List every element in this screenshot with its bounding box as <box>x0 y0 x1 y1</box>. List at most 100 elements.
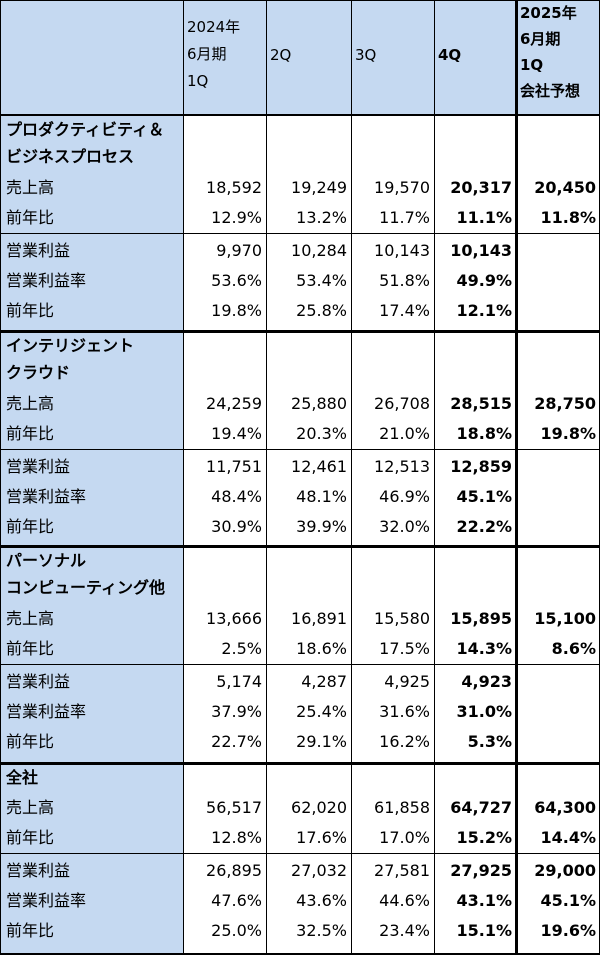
operating-income-row-value-2-0: 5,174 <box>216 672 262 691</box>
revenue-row-value-0-4: 20,450 <box>534 178 596 197</box>
operating-yoy-row-label-0: 前年比 <box>6 301 55 320</box>
operating-income-row-label-3: 営業利益 <box>6 861 71 880</box>
operating-margin-row-label-3: 営業利益率 <box>6 891 87 910</box>
operating-margin-row-value-3-4: 45.1% <box>540 891 596 910</box>
segment-title-3-0: 全社 <box>6 768 39 787</box>
label-column-background <box>0 0 183 955</box>
operating-income-row-label-2: 営業利益 <box>6 672 71 691</box>
operating-income-row-value-0-2: 10,143 <box>374 241 430 260</box>
header-2025-1q-forecast-line-0: 2025年 <box>520 4 577 22</box>
operating-margin-row-value-2-2: 31.6% <box>379 702 430 721</box>
operating-margin-row-value-0-1: 53.4% <box>296 271 347 290</box>
revenue-row-label-3: 売上高 <box>6 798 55 817</box>
operating-margin-row-label-2: 営業利益率 <box>6 702 87 721</box>
revenue-row-value-3-3: 64,727 <box>450 798 512 817</box>
operating-yoy-row-value-0-1: 25.8% <box>296 301 347 320</box>
operating-margin-row-value-1-2: 46.9% <box>379 487 430 506</box>
revenue-row-value-3-1: 62,020 <box>291 798 347 817</box>
operating-margin-row-value-2-3: 31.0% <box>456 702 512 721</box>
row-border-2 <box>0 330 600 333</box>
operating-margin-row-value-3-0: 47.6% <box>211 891 262 910</box>
operating-yoy-row-value-0-0: 19.8% <box>211 301 262 320</box>
revenue-yoy-row-value-1-3: 18.8% <box>456 424 512 443</box>
revenue-yoy-row-value-0-1: 13.2% <box>296 208 347 227</box>
row-border-3 <box>0 545 600 548</box>
operating-income-row-value-2-1: 4,287 <box>301 672 347 691</box>
revenue-yoy-row-label-1: 前年比 <box>6 424 55 443</box>
operating-yoy-row-value-2-2: 16.2% <box>379 732 430 751</box>
header-2025-1q-forecast: 2025年 6月期 1Q 会社予想 <box>520 0 580 104</box>
operating-yoy-row-value-1-2: 32.0% <box>379 517 430 536</box>
operating-yoy-row-value-1-3: 22.2% <box>456 517 512 536</box>
segment-inner-divider-0 <box>0 233 600 234</box>
operating-income-row-value-3-4: 29,000 <box>534 861 596 880</box>
revenue-row-value-1-4: 28,750 <box>534 394 596 413</box>
operating-yoy-row-value-3-2: 23.4% <box>379 921 430 940</box>
revenue-row-value-3-0: 56,517 <box>206 798 262 817</box>
revenue-yoy-row-value-3-1: 17.6% <box>296 828 347 847</box>
operating-margin-row-value-2-1: 25.4% <box>296 702 347 721</box>
revenue-yoy-row-value-0-4: 11.8% <box>540 208 596 227</box>
operating-yoy-row-value-0-2: 17.4% <box>379 301 430 320</box>
header-3q-line-0: 3Q <box>355 46 377 64</box>
column-border-5 <box>515 0 518 955</box>
header-2q-line-0: 2Q <box>270 46 292 64</box>
operating-yoy-row-label-3: 前年比 <box>6 921 55 940</box>
operating-margin-row-label-1: 営業利益率 <box>6 487 87 506</box>
column-border-0 <box>0 0 1 955</box>
operating-margin-row-value-1-0: 48.4% <box>211 487 262 506</box>
revenue-row-value-1-1: 25,880 <box>291 394 347 413</box>
header-2024-1q-line-0: 2024年 <box>187 18 241 36</box>
operating-margin-row-label-0: 営業利益率 <box>6 271 87 290</box>
revenue-row-value-0-3: 20,317 <box>450 178 512 197</box>
revenue-row-value-3-2: 61,858 <box>374 798 430 817</box>
header-2024-1q: 2024年 6月期 1Q <box>187 0 240 95</box>
revenue-row-value-0-2: 19,570 <box>374 178 430 197</box>
revenue-yoy-row-value-2-0: 2.5% <box>221 639 262 658</box>
segment-title-0-0: プロダクティビティ＆ <box>6 120 165 139</box>
revenue-row-value-2-1: 16,891 <box>291 609 347 628</box>
operating-margin-row-value-3-1: 43.6% <box>296 891 347 910</box>
operating-income-row-value-3-2: 27,581 <box>374 861 430 880</box>
column-border-4 <box>434 0 435 955</box>
revenue-yoy-row-value-0-0: 12.9% <box>211 208 262 227</box>
revenue-row-label-1: 売上高 <box>6 394 55 413</box>
revenue-yoy-row-value-3-2: 17.0% <box>379 828 430 847</box>
header-2q: 2Q <box>270 0 291 69</box>
revenue-yoy-row-label-3: 前年比 <box>6 828 55 847</box>
row-border-0 <box>0 0 600 1</box>
operating-yoy-row-value-1-1: 39.9% <box>296 517 347 536</box>
header-4q: 4Q <box>438 0 461 69</box>
header-2025-1q-forecast-line-3: 会社予想 <box>520 82 581 100</box>
operating-yoy-row-value-3-3: 15.1% <box>456 921 512 940</box>
header-2024-1q-line-2: 1Q <box>187 72 209 90</box>
revenue-row-value-2-4: 15,100 <box>534 609 596 628</box>
operating-margin-row-value-0-0: 53.6% <box>211 271 262 290</box>
revenue-yoy-row-value-2-4: 8.6% <box>551 639 596 658</box>
revenue-yoy-row-value-0-3: 11.1% <box>456 208 512 227</box>
revenue-row-value-2-0: 13,666 <box>206 609 262 628</box>
operating-income-row-value-2-3: 4,923 <box>461 672 512 691</box>
operating-income-row-value-1-3: 12,859 <box>450 457 512 476</box>
operating-income-row-label-0: 営業利益 <box>6 241 71 260</box>
operating-yoy-row-value-1-0: 30.9% <box>211 517 262 536</box>
revenue-yoy-row-value-1-0: 19.4% <box>211 424 262 443</box>
operating-margin-row-value-1-3: 45.1% <box>456 487 512 506</box>
operating-margin-row-value-0-2: 51.8% <box>379 271 430 290</box>
operating-margin-row-value-0-3: 49.9% <box>456 271 512 290</box>
revenue-yoy-row-value-3-3: 15.2% <box>456 828 512 847</box>
revenue-row-value-1-2: 26,708 <box>374 394 430 413</box>
revenue-yoy-row-value-2-2: 17.5% <box>379 639 430 658</box>
operating-income-row-value-3-1: 27,032 <box>291 861 347 880</box>
revenue-yoy-row-value-2-1: 18.6% <box>296 639 347 658</box>
column-border-1 <box>183 0 184 955</box>
segment-title-1-1: クラウド <box>6 363 71 382</box>
revenue-yoy-row-value-1-4: 19.8% <box>540 424 596 443</box>
revenue-yoy-row-value-1-2: 21.0% <box>379 424 430 443</box>
operating-income-row-value-3-0: 26,895 <box>206 861 262 880</box>
operating-yoy-row-value-3-0: 25.0% <box>211 921 262 940</box>
revenue-row-value-1-0: 24,259 <box>206 394 262 413</box>
segment-inner-divider-3 <box>0 853 600 854</box>
revenue-row-label-2: 売上高 <box>6 609 55 628</box>
